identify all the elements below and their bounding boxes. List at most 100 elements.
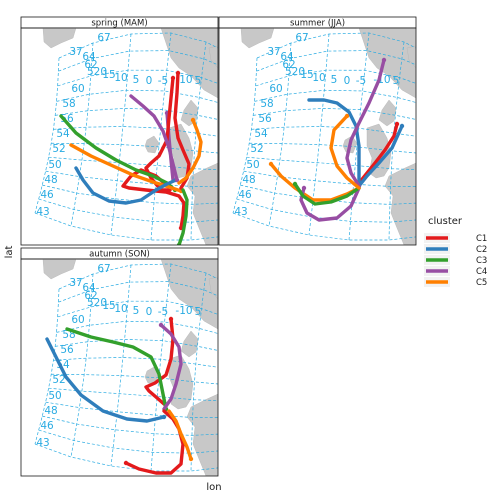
meridian-line (419, 52, 424, 236)
meridian-line (232, 57, 258, 214)
grid-label: 62 (84, 59, 97, 71)
grid-label: 37 (267, 46, 280, 58)
meridian-line (34, 288, 60, 445)
parallel-line (57, 69, 218, 87)
grid-label: 50 (48, 390, 61, 402)
grid-label: 56 (60, 113, 74, 125)
trajectory-c4 (159, 323, 183, 411)
parallel-line (45, 401, 218, 418)
trajectory-c2 (74, 166, 178, 205)
grid-label: 0 (146, 75, 153, 87)
trajectory-c5 (329, 114, 361, 190)
parallel-line (42, 415, 218, 436)
grid-label: 64 (82, 282, 96, 294)
grid-label: -5 (158, 306, 168, 318)
grid-label: 50 (246, 159, 259, 171)
trajectory-end-point (344, 113, 350, 119)
grid-label: 15 (300, 69, 313, 81)
grid-label: 520 (87, 297, 107, 309)
grid-label: 60 (71, 314, 84, 326)
grid-label: 5 (133, 74, 140, 86)
parallel-line (253, 108, 416, 120)
land-mass (42, 259, 77, 280)
parallel-line (243, 170, 416, 187)
trajectories-summer (268, 57, 405, 222)
trajectory-end-point (268, 161, 274, 167)
legend-label: C4 (476, 267, 487, 277)
panel-border-spring (20, 27, 219, 246)
land-mass (358, 28, 416, 99)
parallel-line (240, 184, 416, 205)
x-axis-label: lon (206, 482, 221, 493)
parallel-line (48, 387, 218, 401)
trajectory-end-point (292, 181, 298, 187)
parallel-line (48, 156, 218, 170)
grid-label: -5 (356, 75, 366, 87)
trajectory-end-point (381, 57, 387, 63)
grid-label: 48 (44, 405, 57, 417)
meridian-line (110, 33, 132, 236)
trajectory-c2 (357, 124, 404, 188)
grid-label: 0 (146, 306, 153, 318)
grid-label: 50 (48, 159, 61, 171)
meridian-line (221, 283, 226, 467)
land-mass (378, 99, 397, 127)
trajectory-end-point (301, 185, 307, 191)
parallel-line (55, 339, 218, 351)
trajectory-c3 (293, 182, 361, 206)
trajectory-c5 (269, 162, 361, 202)
meridian-line (70, 273, 94, 458)
parallel-line (55, 108, 218, 120)
grid-label: 46 (40, 420, 54, 432)
parallel-line (255, 69, 416, 87)
trajectory-c5 (69, 143, 183, 193)
meridian-line (190, 272, 207, 472)
grid-label: 67 (97, 32, 110, 44)
meridian-line (110, 264, 132, 467)
parallel-line (58, 32, 218, 59)
trajectory-c4 (129, 94, 179, 182)
grid-label: 5 (195, 75, 202, 87)
meridian-line (221, 52, 226, 236)
trajectory-end-point (399, 123, 405, 129)
trajectory-c5 (177, 118, 203, 185)
legend-label: C5 (476, 278, 487, 288)
trajectory-end-point (123, 460, 129, 466)
grid-label: 520 (285, 66, 305, 78)
meridian-line (150, 263, 172, 472)
grid-label: 58 (62, 98, 75, 110)
parallel-line (38, 198, 218, 223)
trajectory-end-point (394, 121, 400, 127)
legend-label: C3 (476, 256, 487, 266)
graticule-spring (34, 32, 226, 241)
parallel-line (53, 357, 218, 368)
trajectory-end-point (188, 456, 194, 462)
grid-label: 5 (133, 305, 140, 317)
land-autumn (42, 259, 218, 476)
grid-label: 64 (280, 51, 294, 63)
grid-label: 10 (312, 72, 325, 84)
trajectories-autumn (45, 316, 194, 475)
panel-border-summer (218, 27, 417, 246)
trajectory-c3 (65, 327, 168, 411)
grid-label: 46 (238, 189, 252, 201)
parallel-line (51, 373, 218, 385)
trajectory-c3 (177, 188, 189, 245)
grid-label: 10 (114, 72, 127, 84)
land-mass (240, 28, 275, 49)
grid-label: 58 (260, 98, 273, 110)
grid-label: 52 (52, 374, 65, 386)
meridian-line (308, 33, 330, 236)
parallel-line (246, 156, 416, 170)
legend-item-c2: C2 (424, 244, 487, 255)
grid-label: 43 (36, 437, 49, 449)
parallel-line (58, 263, 218, 290)
grid-label: 54 (254, 128, 268, 140)
